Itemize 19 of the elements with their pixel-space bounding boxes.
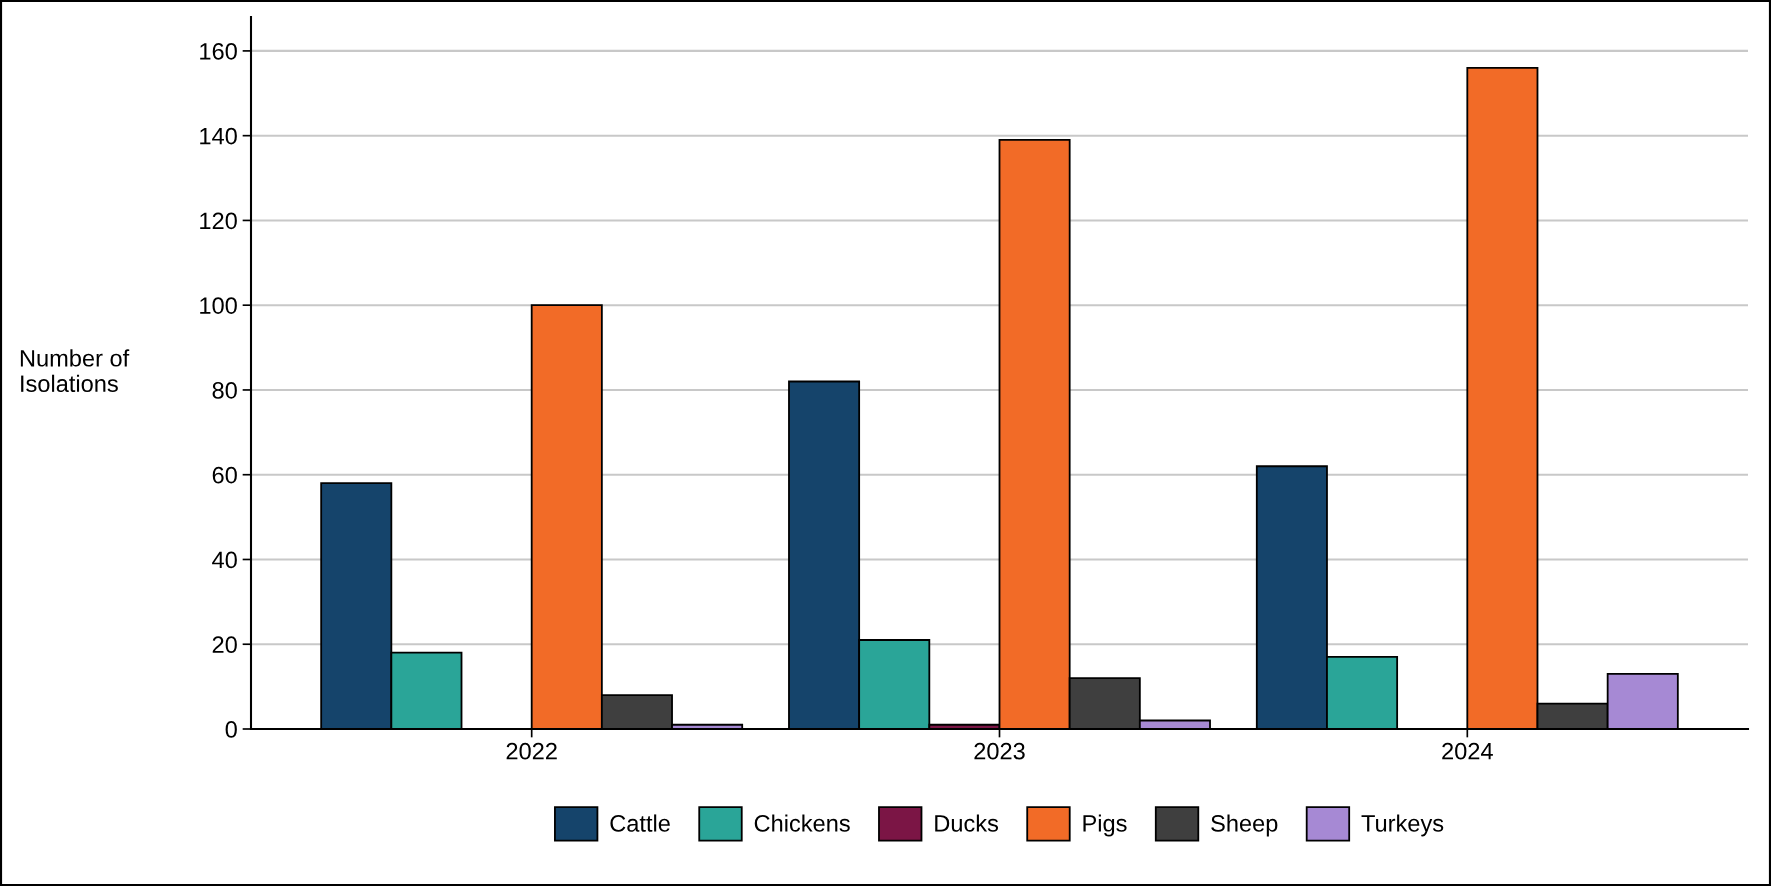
y-tick-label: 120 xyxy=(200,212,237,230)
x-tick-label: 2023 xyxy=(974,742,1025,760)
y-tick-label: 80 xyxy=(212,382,237,399)
legend-label: Pigs xyxy=(1083,814,1127,837)
legend-label: Cattle xyxy=(610,814,670,832)
y-tick-label: 140 xyxy=(200,127,237,145)
x-tick-label: 2022 xyxy=(506,742,557,760)
y-tick-label: 100 xyxy=(200,297,237,314)
legend-label: Turkeys xyxy=(1361,814,1444,837)
y-axis-title: Number of Isolations xyxy=(20,349,130,393)
legend-label: Sheep xyxy=(1211,814,1278,837)
y-tick-label: 0 xyxy=(225,721,237,738)
y-tick-label: 160 xyxy=(200,42,237,60)
legend-label: Chickens xyxy=(754,814,850,832)
y-tick-label: 60 xyxy=(212,466,237,484)
legend-label: Ducks xyxy=(935,814,999,832)
y-tick-label: 40 xyxy=(212,551,237,569)
y-tick-label: 20 xyxy=(212,636,237,654)
x-tick-label: 2024 xyxy=(1442,742,1493,760)
